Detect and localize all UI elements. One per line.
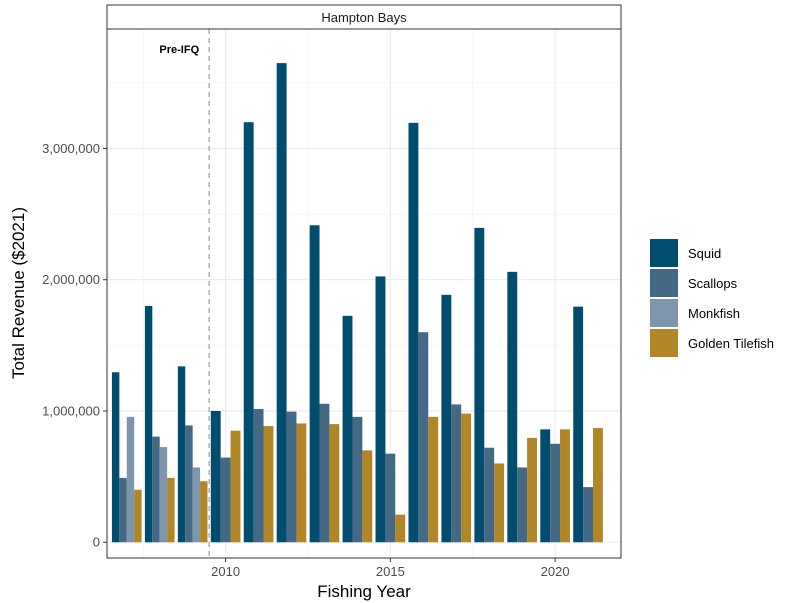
- bar-squid-2015: [375, 276, 386, 543]
- bar-scallops-2007: [119, 477, 127, 543]
- bar-scallops-2011: [253, 409, 264, 543]
- y-tick-label: 3,000,000: [42, 141, 100, 156]
- bar-scallops-2017: [451, 404, 462, 543]
- bar-squid-2010: [210, 410, 221, 543]
- bar-squid-2018: [474, 227, 485, 543]
- bar-squid-2008: [144, 305, 153, 543]
- bar-scallops-2020: [550, 443, 561, 543]
- bar-golden-tilefish-2015: [395, 514, 406, 543]
- y-tick-label: 2,000,000: [42, 272, 100, 287]
- bar-squid-2019: [507, 271, 518, 543]
- bar-golden-tilefish-2020: [560, 429, 570, 543]
- bar-scallops-2013: [319, 403, 330, 543]
- chart-title: Hampton Bays: [321, 10, 407, 25]
- legend-key-monkfish: [650, 299, 678, 327]
- bar-golden-tilefish-2009: [200, 481, 208, 543]
- bar-scallops-2016: [418, 332, 429, 543]
- legend-key-squid: [650, 239, 678, 267]
- x-tick-label: 2020: [541, 564, 570, 579]
- bar-scallops-2012: [286, 411, 297, 543]
- bar-scallops-2010: [220, 457, 231, 543]
- bar-scallops-2021: [583, 487, 593, 543]
- bar-golden-tilefish-2010: [230, 430, 241, 543]
- y-axis: 0 1,000,000 2,000,000 3,000,000: [42, 141, 107, 550]
- bar-squid-2011: [243, 122, 254, 543]
- facet-strip: [106, 4, 622, 30]
- bar-golden-tilefish-2007: [134, 489, 142, 543]
- legend-key-scallops: [650, 269, 678, 297]
- bar-squid-2021: [573, 306, 584, 543]
- bar-golden-tilefish-2011: [263, 426, 274, 543]
- bar-scallops-2014: [352, 416, 363, 543]
- plot-panel-border: [106, 28, 622, 559]
- bar-scallops-2009: [185, 425, 193, 543]
- bar-squid-2014: [342, 315, 353, 543]
- annotation-layer: Pre-IFQ: [159, 29, 210, 558]
- bar-golden-tilefish-2017: [461, 413, 472, 543]
- bar-squid-2009: [177, 366, 186, 543]
- bar-golden-tilefish-2014: [362, 450, 373, 543]
- x-tick-label: 2015: [376, 564, 405, 579]
- bar-golden-tilefish-2008: [167, 477, 175, 543]
- legend-key-golden-tilefish: [650, 329, 678, 357]
- bar-monkfish-2007: [126, 416, 135, 543]
- bar-squid-2017: [441, 294, 452, 543]
- bar-scallops-2019: [517, 467, 528, 543]
- bar-scallops-2008: [152, 436, 160, 543]
- bar-squid-2020: [540, 429, 551, 543]
- y-tick-label: 1,000,000: [42, 403, 100, 418]
- y-tick-label: 0: [93, 535, 100, 550]
- bar-golden-tilefish-2013: [329, 424, 340, 543]
- x-axis-title: Fishing Year: [317, 582, 411, 601]
- legend-label: Golden Tilefish: [688, 336, 774, 351]
- bar-squid-2013: [309, 225, 320, 543]
- y-axis-title: Total Revenue ($2021): [9, 207, 28, 379]
- bar-golden-tilefish-2019: [527, 437, 537, 543]
- legend: Squid Scallops Monkfish Golden Tilefish: [650, 239, 774, 357]
- bars: [111, 63, 603, 543]
- legend-label: Monkfish: [688, 306, 740, 321]
- legend-label: Squid: [688, 246, 721, 261]
- bar-golden-tilefish-2012: [296, 423, 307, 543]
- bar-golden-tilefish-2021: [592, 428, 603, 543]
- legend-label: Scallops: [688, 276, 738, 291]
- bar-monkfish-2008: [159, 447, 168, 543]
- pre-ifq-label: Pre-IFQ: [159, 44, 199, 56]
- bar-squid-2012: [276, 63, 287, 543]
- bar-squid-2007: [111, 372, 120, 543]
- bar-scallops-2015: [385, 453, 396, 543]
- bar-squid-2016: [408, 122, 419, 543]
- bar-golden-tilefish-2016: [428, 416, 439, 543]
- bar-scallops-2018: [484, 447, 495, 543]
- x-tick-label: 2010: [211, 564, 240, 579]
- x-axis: 2010 2015 2020: [211, 558, 570, 579]
- bar-monkfish-2009: [192, 467, 201, 543]
- bar-golden-tilefish-2018: [494, 463, 505, 543]
